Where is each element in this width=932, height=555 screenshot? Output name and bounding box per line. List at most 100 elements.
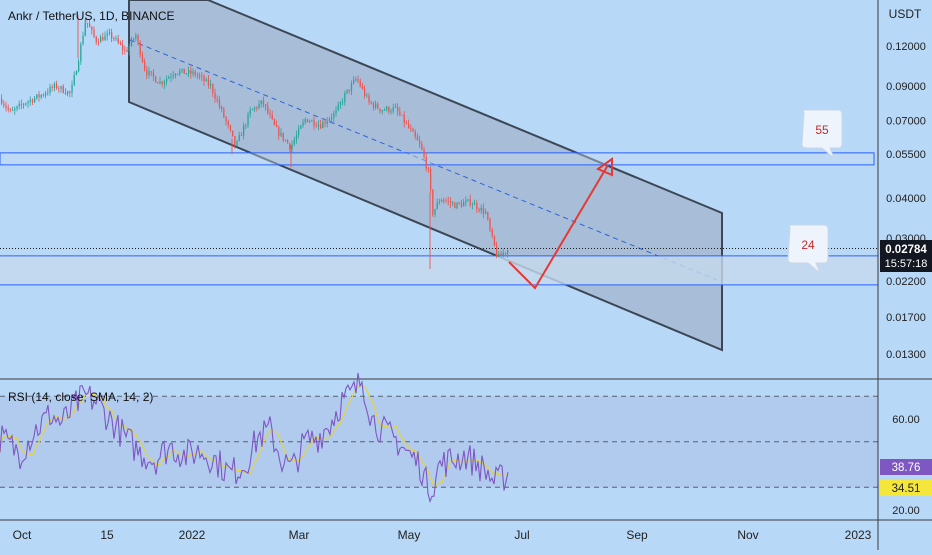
candle-body [482,207,485,214]
candle-body [403,115,405,124]
time-tick-label: 15 [100,528,114,542]
time-tick-label: Mar [289,528,310,542]
candle-body [91,27,93,30]
candle-body [298,128,300,136]
candle-body [194,71,196,76]
candle-body [152,72,155,77]
candle-body [311,120,313,122]
candle-body [223,108,225,117]
candle-body [491,229,493,236]
candle-body [419,140,421,144]
candle-body [249,110,251,115]
candle-body [267,106,269,113]
price-note[interactable]: 24 [787,224,829,274]
price-tick-label: 0.04000 [886,193,926,205]
candle-body [225,116,227,122]
candle-body [102,37,104,41]
candle-body [454,202,456,209]
candle-body [227,121,229,126]
candle-body [124,49,126,51]
candle-body [80,44,82,62]
candle-body [489,219,491,230]
candle-body [355,79,357,81]
candle-body [69,91,71,93]
candle-body [317,124,320,127]
projection-path[interactable] [508,164,609,290]
candle-body [104,35,106,41]
candle-body [221,106,223,109]
candle-body [5,105,7,108]
candle-body [469,199,471,206]
candle-body [174,74,177,76]
price-note[interactable]: 55 [801,109,843,159]
candle-body [20,103,23,105]
candle-body [212,84,214,94]
candle-body [460,203,463,207]
candle-body [67,91,69,94]
candle-body [3,103,5,106]
candle-body [146,69,148,76]
candle-body [9,109,12,111]
candle-body [416,136,419,141]
countdown-label: 15:57:18 [885,258,928,270]
candle-body [245,125,247,126]
resistance-level-box[interactable] [0,152,875,166]
candle-body [476,203,478,210]
price-tick-label: 0.02200 [886,276,926,288]
candle-body [289,143,291,149]
candle-body [379,108,381,112]
candle-body [324,122,326,124]
candle-body [304,119,306,123]
candle-body [480,207,482,211]
candle-body [58,88,60,89]
price-tick-label: 0.05500 [886,149,926,161]
candle-body [346,89,348,94]
candle-body [196,75,199,76]
candle-body [441,199,443,202]
candle-body [392,107,394,112]
rsi-ma-box [880,480,932,496]
price-tick-label: 0.09000 [886,81,926,93]
note-text: 24 [801,238,815,252]
candle-body [168,77,170,79]
candle-body [293,139,295,145]
candle-body [192,71,194,74]
candle-body [47,92,49,94]
candle-body [328,119,331,122]
price-axis[interactable]: 0.120000.090000.070000.055000.040000.030… [886,41,926,361]
candle-body [128,45,130,52]
candle-body [188,70,190,74]
price-tick-label: 0.01700 [886,312,926,324]
candle-body [23,104,25,106]
candle-body [148,71,150,76]
price-tick-label: 0.12000 [886,41,926,53]
candle-body [276,124,278,127]
candle-body [56,83,58,89]
resistance-zone [0,152,874,165]
candle-body [256,107,258,109]
time-axis[interactable]: Oct 15 2022 Mar May Jul Sep Nov 2023 [13,528,872,542]
candle-body [14,108,16,111]
candle-body [137,35,139,42]
candle-body [397,106,399,112]
candle-body [31,99,34,103]
candle-body [377,103,379,109]
candle-body [458,202,460,204]
candle-body [84,22,86,36]
rsi-title[interactable]: RSI (14, close, SMA, 14, 2) [8,390,153,404]
candle-body [425,157,427,169]
time-tick-label: Oct [13,528,32,542]
candle-body [18,103,20,107]
candle-body [139,41,141,55]
time-tick-label: Nov [737,528,758,542]
candle-body [163,81,166,85]
candle-body [1,98,3,104]
price-notes[interactable]: 55 24 [787,109,843,274]
candle-body [496,245,498,257]
chart-title[interactable]: Ankr / TetherUS, 1D, BINANCE [8,9,175,23]
candle-body [51,86,53,88]
candle-body [504,252,507,254]
note-bubble [787,224,829,274]
candle-body [111,32,113,38]
